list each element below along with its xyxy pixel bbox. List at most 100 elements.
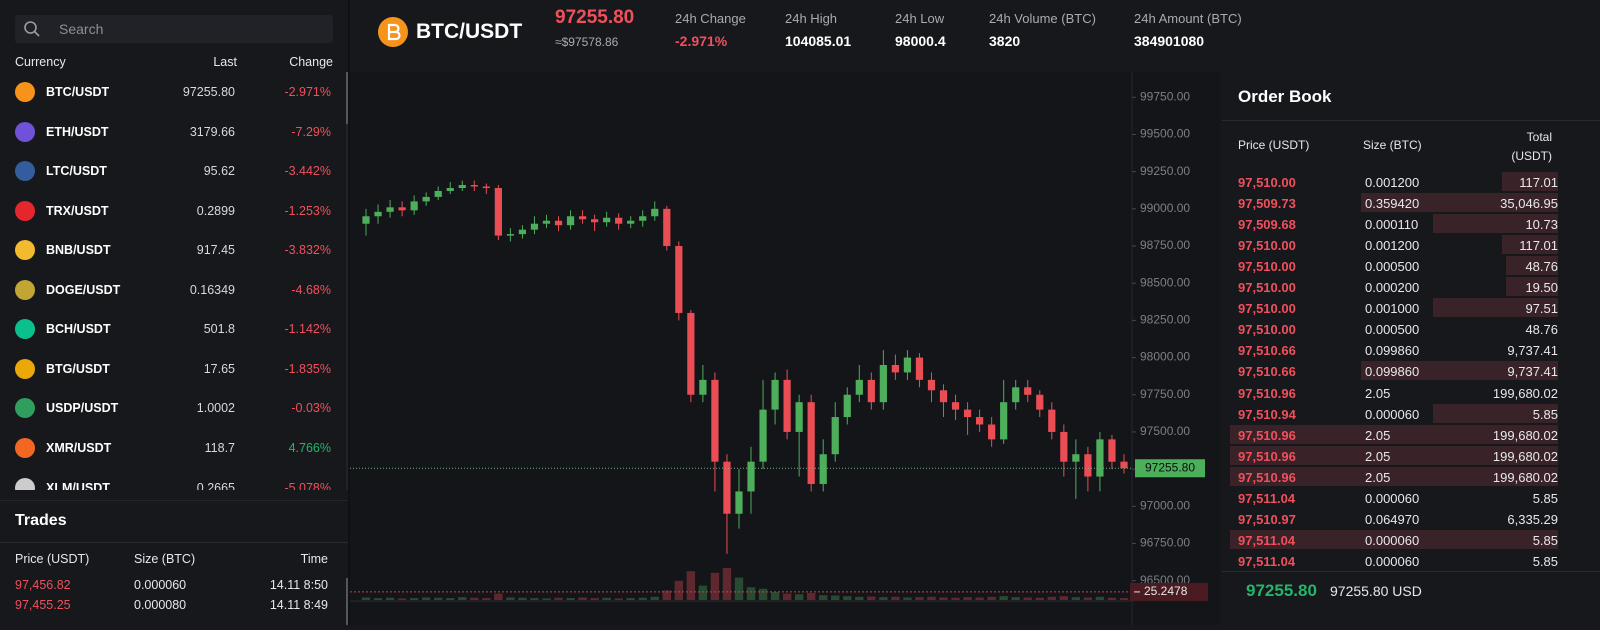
volume-bar [662, 590, 672, 600]
volume-bar [1059, 596, 1069, 600]
depth-bar [1433, 298, 1558, 318]
volume-bar [879, 597, 888, 600]
candle-body [843, 394, 851, 418]
ask-total: 97.51 [1525, 301, 1558, 317]
scrollbar-thumb[interactable] [346, 578, 348, 625]
candle-body [554, 220, 563, 226]
currency-icon[interactable] [15, 358, 35, 379]
candle-body [458, 185, 466, 189]
depth-bar [1505, 277, 1558, 297]
ask-total: 10.73 [1525, 217, 1558, 233]
currency-pair[interactable]: USDP/USDT [46, 401, 119, 416]
volume-bar [806, 592, 816, 600]
candle-body [530, 223, 539, 230]
y-tick-label: 99750.00 [1140, 89, 1190, 103]
ask-size: 0.000110 [1365, 217, 1419, 233]
currency-icon[interactable] [15, 398, 35, 419]
depth-bar [1505, 256, 1558, 276]
volume-bar [999, 596, 1008, 600]
column-header: Total (USDT) [1511, 130, 1552, 163]
currency-icon[interactable] [15, 82, 35, 102]
currency-icon[interactable] [15, 121, 35, 142]
currency-icon[interactable] [15, 477, 35, 490]
currency-pair[interactable]: BTC/USDT [46, 85, 110, 99]
volume-bar [963, 597, 972, 600]
currency-icon[interactable] [15, 279, 35, 300]
price-change: -4.68% [291, 282, 331, 297]
last-price: 97255.80 [555, 7, 635, 28]
column-header: Size (BTC) [134, 552, 196, 566]
candle-body [951, 402, 960, 410]
currency-pair[interactable]: BCH/USDT [46, 322, 111, 337]
scrollbar-thumb[interactable] [346, 72, 348, 124]
currency-icon[interactable] [15, 319, 35, 340]
trade-time: 14.11 8:50 [269, 578, 328, 592]
scrollbar-track [346, 72, 348, 490]
ask-price: 97,510.94 [1238, 406, 1296, 422]
candle-body [1120, 461, 1128, 469]
volume-bar [566, 598, 575, 600]
currency-pair[interactable]: DOGE/USDT [46, 282, 121, 297]
currency-icon[interactable] [15, 200, 35, 221]
currency-pair[interactable]: BNB/USDT [46, 243, 111, 258]
column-header: Change [289, 55, 333, 69]
currency-pair[interactable]: ETH/USDT [46, 124, 109, 139]
chart-panel: 96500.0096750.0097000.0097250.0097500.00… [350, 72, 1220, 625]
last-price: 0.2899 [196, 203, 235, 218]
currency-pair[interactable]: BTG/USDT [46, 361, 110, 376]
ask-total: 117.01 [1519, 175, 1558, 190]
candle-body [747, 461, 755, 492]
volume-bar [867, 596, 876, 600]
candle-body [603, 217, 611, 223]
currency-pair[interactable]: XLM/USDT [46, 480, 110, 490]
currency-pair[interactable]: TRX/USDT [46, 203, 109, 218]
volume-level-label: 25.2478 [1144, 584, 1188, 598]
divider [1222, 571, 1600, 572]
volume-bar [542, 598, 551, 600]
candle-body [915, 357, 924, 380]
currency-pair[interactable]: LTC/USDT [46, 164, 107, 179]
volume-bar [638, 597, 647, 600]
volume-bar [794, 594, 804, 600]
volume-bar [939, 597, 948, 600]
y-tick-label: 98000.00 [1140, 350, 1190, 364]
volume-bar [710, 572, 720, 600]
volume-bar [843, 596, 852, 600]
candle-body [1012, 387, 1020, 403]
volume-bar [1095, 596, 1105, 600]
search-box[interactable]: Search [15, 15, 333, 43]
volume-bar [987, 596, 996, 600]
candle-body [410, 201, 418, 211]
ask-size: 0.359420 [1365, 196, 1420, 212]
search-icon [24, 21, 40, 37]
trade-price: 97,456.82 [15, 578, 71, 592]
currency-pair[interactable]: XMR/USDT [46, 441, 112, 456]
stat-value: 104085.01 [785, 33, 852, 49]
candle-body [578, 216, 587, 220]
volume-bar [554, 597, 563, 600]
ask-size: 0.000200 [1365, 280, 1420, 296]
candle-body [1024, 387, 1032, 395]
ask-total: 199,680.02 [1492, 469, 1558, 485]
candle-body [566, 216, 575, 226]
currency-icon[interactable] [15, 161, 35, 182]
ask-size: 0.000060 [1365, 406, 1420, 422]
ask-total: 5.85 [1532, 532, 1558, 548]
y-tick-label: 97750.00 [1140, 387, 1190, 401]
currency-icon[interactable] [15, 240, 35, 261]
candle-body [783, 379, 791, 432]
candle-body [494, 188, 502, 236]
stat-value: 384901080 [1134, 33, 1205, 49]
volume-bar [734, 577, 744, 600]
last-price: 3179.66 [189, 124, 235, 139]
candle-body [591, 219, 599, 223]
currency-icon[interactable] [15, 438, 35, 459]
divider [1222, 120, 1600, 121]
ask-price: 97,511.04 [1238, 532, 1296, 548]
stat-label: 24h High [785, 11, 838, 26]
price-change: -5.078% [284, 480, 331, 490]
column-header: Currency [15, 55, 66, 69]
volume-bar [975, 597, 984, 600]
candle-body [903, 357, 912, 373]
